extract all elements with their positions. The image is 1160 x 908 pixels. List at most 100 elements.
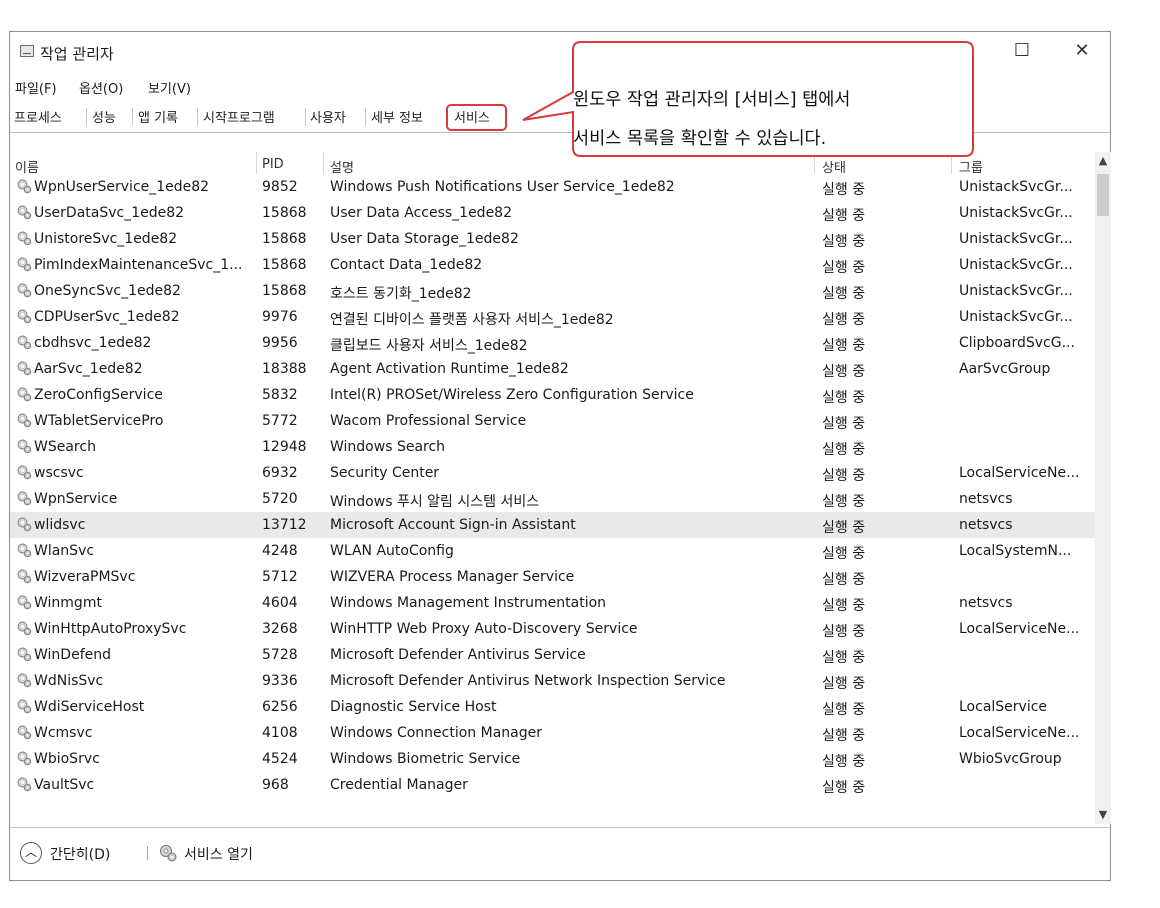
service-description: Intel(R) PROSet/Wireless Zero Configurat… <box>330 387 694 403</box>
table-row[interactable]: UserDataSvc_1ede82 15868 User Data Access_… <box>10 200 1095 226</box>
service-name: UnistoreSvc_1ede82 <box>34 231 178 247</box>
table-row[interactable]: wscsvc 6932 Security Center 실행 중 LocalServic… <box>10 460 1095 486</box>
tab-performance[interactable]: 성능 <box>92 111 116 126</box>
close-button[interactable]: ✕ <box>1074 40 1090 61</box>
vertical-scrollbar[interactable]: ▲ ▼ <box>1095 152 1111 824</box>
table-row[interactable]: VaultSvc 968 Credential Manager 실행 중 <box>10 772 1095 798</box>
service-name: WinDefend <box>34 647 111 663</box>
table-row[interactable]: WdiServiceHost 6256 Diagnostic Service Hos… <box>10 694 1095 720</box>
tab-details[interactable]: 세부 정보 <box>371 111 423 126</box>
scroll-thumb[interactable] <box>1097 174 1109 216</box>
column-name[interactable]: 이름 <box>15 161 39 176</box>
menu-view[interactable]: 보기(V) <box>148 82 191 97</box>
service-description: Microsoft Defender Antivirus Network Ins… <box>330 673 726 689</box>
service-gear-icon <box>17 725 32 740</box>
footer-bar: ︿ 간단히(D) 서비스 열기 <box>10 827 1110 882</box>
table-row[interactable]: wlidsvc 13712 Microsoft Account Sign-in As… <box>10 512 1095 538</box>
table-row[interactable]: Wcmsvc 4108 Windows Connection Manager 실행 중… <box>10 720 1095 746</box>
service-name: WizveraPMSvc <box>34 569 136 585</box>
tab-startup[interactable]: 시작프로그램 <box>203 111 275 126</box>
service-gear-icon <box>17 569 32 584</box>
service-status: 실행 중 <box>822 780 866 796</box>
service-name: WbioSrvc <box>34 751 100 767</box>
menu-options[interactable]: 옵션(O) <box>79 82 124 97</box>
table-row[interactable]: Winmgmt 4604 Windows Management Instrument… <box>10 590 1095 616</box>
table-row[interactable]: WinHttpAutoProxySvc 3268 WinHTTP Web Proxy… <box>10 616 1095 642</box>
table-row[interactable]: AarSvc_1ede82 18388 Agent Activation Runti… <box>10 356 1095 382</box>
table-row[interactable]: WizveraPMSvc 5712 WIZVERA Process Manager … <box>10 564 1095 590</box>
tab-users[interactable]: 사용자 <box>310 111 346 126</box>
service-group: UnistackSvcGr... <box>959 283 1073 299</box>
scroll-down-icon[interactable]: ▼ <box>1098 808 1108 821</box>
service-name: wscsvc <box>34 465 84 481</box>
table-row[interactable]: PimIndexMaintenanceSvc_1... 15868 Contact … <box>10 252 1095 278</box>
service-description: Windows Search <box>330 439 446 455</box>
table-row[interactable]: WbioSrvc 4524 Windows Biometric Service 실행 … <box>10 746 1095 772</box>
service-gear-icon <box>17 361 32 376</box>
column-pid[interactable]: PID <box>262 157 284 172</box>
service-gear-icon <box>17 751 32 766</box>
service-gear-icon <box>17 413 32 428</box>
task-manager-icon <box>20 45 34 57</box>
service-group: UnistackSvcGr... <box>959 309 1073 325</box>
task-manager-window: 작업 관리자 — ☐ ✕ 파일(F) 옵션(O) 보기(V) 프로세스 성능 앱… <box>9 31 1111 881</box>
column-group[interactable]: 그룹 <box>959 161 983 176</box>
table-row[interactable]: ZeroConfigService 5832 Intel(R) PROSet/Wir… <box>10 382 1095 408</box>
service-gear-icon <box>17 699 32 714</box>
service-gear-icon <box>17 205 32 220</box>
service-pid: 6932 <box>262 465 298 481</box>
service-description: Windows Push Notifications User Service_… <box>330 179 675 195</box>
service-pid: 18388 <box>262 361 307 377</box>
service-name: WpnService <box>34 491 118 507</box>
table-row[interactable]: WTabletServicePro 5772 Wacom Professional … <box>10 408 1095 434</box>
table-row[interactable]: WlanSvc 4248 WLAN AutoConfig 실행 중 LocalSyste… <box>10 538 1095 564</box>
service-group: netsvcs <box>959 491 1013 507</box>
tab-services-highlight <box>446 104 507 131</box>
open-services-link[interactable]: 서비스 열기 <box>184 847 253 863</box>
service-status: 실행 중 <box>822 572 866 588</box>
column-status[interactable]: 상태 <box>822 161 846 176</box>
tab-services[interactable]: 서비스 <box>454 111 490 126</box>
service-status: 실행 중 <box>822 208 866 224</box>
tab-processes[interactable]: 프로세스 <box>14 111 62 126</box>
service-status: 실행 중 <box>822 442 866 458</box>
collapse-link[interactable]: 간단히(D) <box>50 847 111 863</box>
service-gear-icon <box>17 387 32 402</box>
service-status: 실행 중 <box>822 546 866 562</box>
table-row[interactable]: UnistoreSvc_1ede82 15868 User Data Storage… <box>10 226 1095 252</box>
service-name: WdiServiceHost <box>34 699 145 715</box>
chevron-up-icon[interactable]: ︿ <box>20 842 42 864</box>
service-status: 실행 중 <box>822 754 866 770</box>
table-row[interactable]: WinDefend 5728 Microsoft Defender Antiviru… <box>10 642 1095 668</box>
service-gear-icon <box>17 179 32 194</box>
service-name: WpnUserService_1ede82 <box>34 179 210 195</box>
table-row[interactable]: OneSyncSvc_1ede82 15868 호스트 동기화_1ede82 실행 중… <box>10 278 1095 304</box>
table-row[interactable]: cbdhsvc_1ede82 9956 클립보드 사용자 서비스_1ede82 실행 … <box>10 330 1095 356</box>
service-pid: 968 <box>262 777 289 793</box>
service-pid: 15868 <box>262 205 307 221</box>
menu-file[interactable]: 파일(F) <box>15 82 57 97</box>
table-row[interactable]: WdNisSvc 9336 Microsoft Defender Antivirus… <box>10 668 1095 694</box>
service-pid: 4524 <box>262 751 298 767</box>
service-gear-icon <box>17 621 32 636</box>
service-status: 실행 중 <box>822 312 866 328</box>
service-pid: 15868 <box>262 257 307 273</box>
callout-line-2: 서비스 목록을 확인할 수 있습니다. <box>573 129 827 149</box>
service-group: LocalServiceNe... <box>959 465 1080 481</box>
service-gear-icon <box>17 543 32 558</box>
table-row[interactable]: WpnService 5720 Windows 푸시 알림 시스템 서비스 실행 중 n… <box>10 486 1095 512</box>
service-name: Wcmsvc <box>34 725 93 741</box>
service-status: 실행 중 <box>822 416 866 432</box>
table-row[interactable]: WpnUserService_1ede82 9852 Windows Push No… <box>10 174 1095 200</box>
service-status: 실행 중 <box>822 364 866 380</box>
service-pid: 9956 <box>262 335 298 351</box>
table-row[interactable]: CDPUserSvc_1ede82 9976 연결된 디바이스 플랫폼 사용자 서비… <box>10 304 1095 330</box>
tab-app-history[interactable]: 앱 기록 <box>138 111 179 126</box>
service-gear-icon <box>17 439 32 454</box>
maximize-button[interactable]: ☐ <box>1013 40 1031 61</box>
scroll-up-icon[interactable]: ▲ <box>1098 154 1108 167</box>
service-description: Microsoft Account Sign-in Assistant <box>330 517 576 533</box>
column-description[interactable]: 설명 <box>330 161 354 176</box>
table-row[interactable]: WSearch 12948 Windows Search 실행 중 <box>10 434 1095 460</box>
service-description: Security Center <box>330 465 440 481</box>
